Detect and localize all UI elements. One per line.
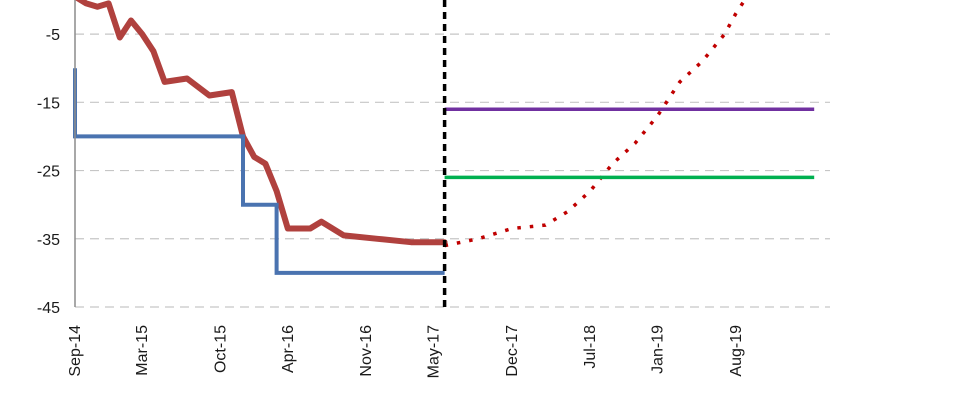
x-tick-label: Apr-16 xyxy=(280,325,297,373)
x-tick-label: Jan-19 xyxy=(649,325,666,374)
y-tick-labels: -5 -15 -25 -35 -45 xyxy=(37,27,60,317)
x-tick-label: Mar-15 xyxy=(134,325,151,376)
y-tick-label: -5 xyxy=(46,27,60,44)
x-tick-label: Jul-18 xyxy=(582,325,599,369)
series-line-1 xyxy=(74,0,448,246)
y-tick-label: -35 xyxy=(37,232,60,249)
x-tick-label: Sep-14 xyxy=(67,325,84,377)
y-tick-label: -15 xyxy=(37,95,60,112)
x-tick-label: Oct-15 xyxy=(213,325,230,373)
x-tick-label: Aug-19 xyxy=(728,325,745,377)
x-tick-labels: Sep-14 Mar-15 Oct-15 Apr-16 Nov-16 May-17 Dec-… xyxy=(67,325,745,378)
x-tick-label: May-17 xyxy=(425,325,442,378)
gridlines xyxy=(75,33,830,308)
x-tick-label: Dec-17 xyxy=(504,325,521,377)
series-line-3 xyxy=(444,0,747,248)
y-tick-label: -25 xyxy=(37,164,60,181)
x-tick-label: Nov-16 xyxy=(358,325,375,377)
y-tick-label: -45 xyxy=(37,300,60,317)
